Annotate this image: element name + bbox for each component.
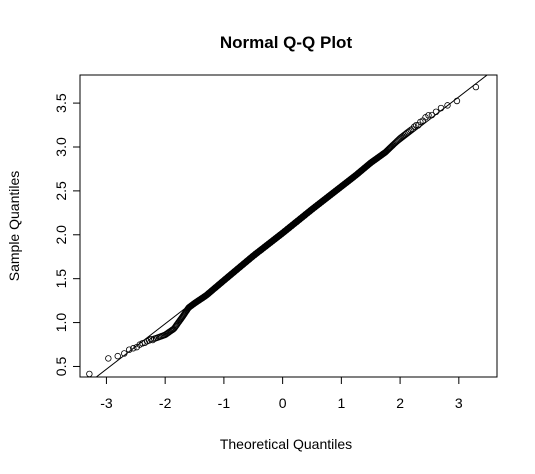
y-axis-label: Sample Quantiles — [6, 171, 22, 282]
y-tick-label: 3.0 — [53, 137, 69, 157]
x-tick-label: 0 — [279, 395, 287, 411]
qq-point — [86, 370, 93, 378]
qq-point — [453, 97, 461, 105]
qq-point — [130, 345, 137, 352]
x-tick-label: -2 — [159, 395, 172, 411]
qq-point — [412, 122, 420, 129]
x-tick-label: 1 — [337, 395, 345, 411]
y-tick-label: 1.5 — [53, 269, 69, 289]
qq-point — [432, 108, 440, 116]
x-tick-label: -1 — [218, 395, 231, 411]
qq-point — [411, 123, 418, 130]
qq-point — [406, 127, 413, 135]
x-tick-label: -3 — [100, 395, 113, 411]
qq-point — [105, 355, 112, 362]
x-tick-label: 2 — [396, 395, 404, 411]
qq-point — [425, 112, 432, 119]
qq-point — [437, 104, 445, 112]
data-points — [86, 83, 480, 378]
qq-point — [428, 111, 436, 119]
qq-point — [472, 83, 480, 91]
qq-point — [121, 350, 128, 357]
qq-point — [171, 324, 179, 331]
y-axis: 0.5 1.0 1.5 2.0 2.5 3.0 3.5 — [53, 93, 81, 377]
y-tick-label: 1.0 — [53, 313, 69, 333]
qq-point — [409, 125, 416, 133]
qq-point — [444, 102, 451, 109]
y-tick-label: 2.0 — [53, 225, 69, 245]
qq-point — [414, 122, 422, 129]
y-tick-label: 0.5 — [53, 357, 69, 377]
chart-title: Normal Q-Q Plot — [220, 33, 353, 52]
x-tick-label: 3 — [455, 395, 463, 411]
y-tick-label: 2.5 — [53, 181, 69, 201]
x-axis: -3 -2 -1 0 1 2 3 — [100, 376, 463, 411]
qq-point — [407, 126, 415, 134]
x-axis-label: Theoretical Quantiles — [220, 436, 352, 452]
qq-point — [126, 346, 133, 353]
y-tick-label: 3.5 — [53, 93, 69, 113]
qq-point — [114, 352, 121, 360]
